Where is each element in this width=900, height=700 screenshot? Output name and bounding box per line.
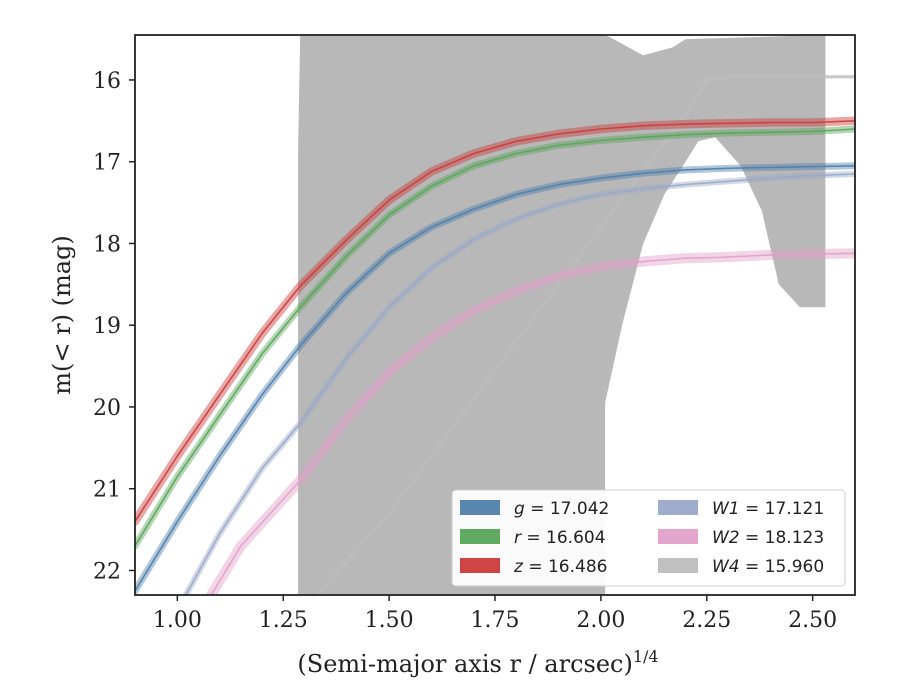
y-tick-label: 20 xyxy=(93,396,121,421)
plot-area xyxy=(135,35,855,595)
x-axis-label-superscript: 1/4 xyxy=(633,647,659,666)
y-tick-label: 16 xyxy=(93,69,121,94)
series-z-line xyxy=(135,120,855,522)
legend-swatch-r xyxy=(460,529,500,544)
series-w2-line xyxy=(210,252,855,595)
y-tick-label: 17 xyxy=(93,151,121,176)
x-tick-label: 2.25 xyxy=(682,608,731,633)
legend-label-w4: W4 = 15.960 xyxy=(712,557,824,577)
x-tick-label: 1.75 xyxy=(471,608,520,633)
y-axis-label: m(< r) (mag) xyxy=(48,235,76,394)
legend-swatch-g xyxy=(460,500,500,515)
series-g-line xyxy=(135,165,855,592)
x-axis-label: (Semi-major axis r / arcsec)1/4 xyxy=(297,647,658,678)
y-tick-label: 18 xyxy=(93,232,121,257)
y-tick-label: 21 xyxy=(93,478,121,503)
series-w1-line xyxy=(185,173,855,595)
legend-swatch-w2 xyxy=(658,529,698,544)
x-tick-label: 2.00 xyxy=(576,608,625,633)
series-r-line xyxy=(135,128,855,547)
legend-label-g: g = 17.042 xyxy=(514,499,609,519)
legend-label-w2: W2 = 18.123 xyxy=(712,528,824,548)
axes: 1.00 1.25 1.50 1.75 2.00 2.25 2.50 16 17 18 19 20 21… xyxy=(93,34,856,633)
x-tick-label: 1.00 xyxy=(153,608,202,633)
x-tick-label: 2.50 xyxy=(788,608,837,633)
legend-swatch-w4 xyxy=(658,558,698,573)
w4-uncertainty-region xyxy=(298,35,826,595)
x-tick-label: 1.25 xyxy=(259,608,308,633)
legend-swatch-z xyxy=(460,558,500,573)
y-tick-label: 22 xyxy=(93,559,121,584)
plot-content xyxy=(135,35,855,595)
x-axis-label-text: (Semi-major axis r / arcsec) xyxy=(297,650,632,678)
legend-label-w1: W1 = 17.121 xyxy=(712,499,824,519)
legend-box xyxy=(451,489,846,587)
legend-label-r: r = 16.604 xyxy=(514,528,606,548)
legend-swatch-w1 xyxy=(658,500,698,515)
y-tick-label: 19 xyxy=(93,314,121,339)
legend: g = 17.042 r = 16.604 z = 16.486 W1 = 17.12… xyxy=(451,489,846,587)
x-tick-label: 1.50 xyxy=(365,608,414,633)
series-w4-line xyxy=(316,75,855,595)
legend-label-z: z = 16.486 xyxy=(513,557,607,577)
